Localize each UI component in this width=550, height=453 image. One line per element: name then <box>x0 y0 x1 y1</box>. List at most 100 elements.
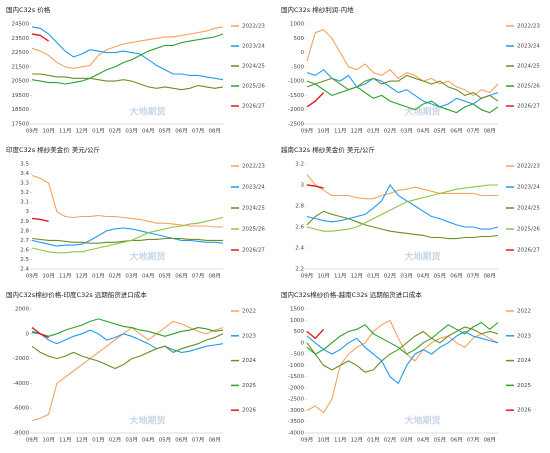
x-tick-label: 03月 <box>125 437 138 444</box>
x-tick-label: 09月 <box>301 273 314 280</box>
legend-label: 2024/25 <box>242 64 265 70</box>
x-tick-label: 06月 <box>450 128 463 135</box>
y-tick-label: -4000 <box>288 431 304 437</box>
y-tick-label: 20500 <box>12 79 30 85</box>
x-tick-label: 06月 <box>450 437 463 444</box>
x-tick-label: 12月 <box>351 273 364 280</box>
x-tick-label: 12月 <box>76 273 89 280</box>
legend-label: 2022/23 <box>517 24 540 30</box>
x-tick-label: 10月 <box>317 128 330 135</box>
x-tick-label: 03月 <box>125 273 138 280</box>
chart-title: 印度C32s 棉纱美金价 美元/公斤 <box>6 145 101 154</box>
y-tick-label: -1000 <box>288 79 304 85</box>
x-tick-label: 03月 <box>125 128 138 135</box>
x-tick-label: 01月 <box>367 273 380 280</box>
y-tick-label: 1000 <box>290 318 304 324</box>
y-tick-label: 22500 <box>12 50 30 56</box>
x-tick-label: 07月 <box>192 437 205 444</box>
series-line <box>306 74 499 102</box>
x-tick-label: 04月 <box>142 437 155 444</box>
legend-label: 2026 <box>517 408 531 414</box>
series-line <box>31 33 49 42</box>
x-tick-label: 11月 <box>334 273 347 280</box>
series-line <box>306 92 325 108</box>
y-tick-label: 0 <box>301 340 305 346</box>
watermark: 大地期货 <box>404 106 440 118</box>
watermark: 大地期货 <box>404 251 440 263</box>
series-line <box>31 318 224 337</box>
y-tick-label: 0 <box>26 331 30 337</box>
y-tick-label: 19500 <box>12 93 30 99</box>
series-line <box>31 216 224 254</box>
x-tick-label: 11月 <box>59 273 72 280</box>
legend-label: 2023/24 <box>242 44 265 50</box>
x-tick-label: 04月 <box>142 273 155 280</box>
x-tick-label: 06月 <box>175 128 188 135</box>
series-line <box>306 184 498 232</box>
x-tick-label: 09月 <box>301 437 314 444</box>
chart-title: 国内C32s 棉纱利润-内地 <box>281 5 354 14</box>
series-line <box>31 217 49 222</box>
y-tick-label: -3000 <box>288 408 304 414</box>
y-tick-label: -2500 <box>288 397 304 403</box>
x-tick-label: 05月 <box>159 437 172 444</box>
x-tick-label: 02月 <box>109 128 122 135</box>
watermark: 大地期货 <box>129 106 165 118</box>
x-tick-label: 10月 <box>42 273 55 280</box>
y-tick-label: -1000 <box>288 363 304 369</box>
x-tick-label: 07月 <box>192 128 205 135</box>
x-tick-label: 02月 <box>109 437 122 444</box>
y-tick-label: -6000 <box>13 406 29 412</box>
x-tick-label: 10月 <box>317 437 330 444</box>
y-tick-label: 500 <box>294 329 305 335</box>
legend-label: 2025/26 <box>242 227 265 233</box>
series-line <box>306 80 499 114</box>
legend-label: 2023 <box>242 333 256 339</box>
series-line <box>306 68 499 108</box>
y-tick-label: 21500 <box>12 64 30 70</box>
series-line <box>31 333 224 370</box>
legend-label: 2024/25 <box>517 64 540 70</box>
y-tick-label: 1500 <box>290 307 304 313</box>
y-tick-label: -2000 <box>13 356 29 362</box>
series-line <box>31 174 223 228</box>
y-tick-label: 2000 <box>15 307 29 313</box>
y-tick-label: -8000 <box>13 431 29 437</box>
y-tick-label: -1500 <box>288 374 304 380</box>
y-tick-label: 2.9 <box>20 219 29 225</box>
legend-label: 2025 <box>242 383 256 389</box>
legend-label: 2026 <box>242 408 256 414</box>
chart-title: 国内C32s棉纱价格-印度C32s 远期船货进口成本 <box>6 290 147 299</box>
series-line <box>31 26 224 69</box>
x-tick-label: 04月 <box>142 128 155 135</box>
y-tick-label: 500 <box>294 36 305 42</box>
x-tick-label: 07月 <box>467 128 480 135</box>
legend-label: 2025/26 <box>242 84 265 90</box>
x-tick-label: 02月 <box>109 273 122 280</box>
series-line <box>306 183 499 230</box>
y-tick-label: 2.8 <box>295 204 304 210</box>
x-tick-label: 12月 <box>351 437 364 444</box>
series-line <box>306 29 499 97</box>
legend-label: 2023/24 <box>517 44 540 50</box>
y-tick-label: 24500 <box>12 22 30 28</box>
legend-label: 2022 <box>242 309 256 315</box>
series-line <box>306 210 499 240</box>
x-tick-label: 09月 <box>26 128 39 135</box>
legend-label: 2025/26 <box>517 84 540 90</box>
y-tick-label: 23500 <box>12 36 30 42</box>
legend-label: 2024/25 <box>517 206 540 212</box>
series-line <box>31 320 224 422</box>
y-tick-label: -2000 <box>288 385 304 391</box>
legend-label: 2023 <box>517 333 531 339</box>
y-tick-label: -500 <box>292 352 305 358</box>
x-tick-label: 02月 <box>384 128 397 135</box>
x-tick-label: 11月 <box>59 128 72 135</box>
y-tick-label: 18500 <box>12 107 30 113</box>
x-tick-label: 03月 <box>400 128 413 135</box>
x-tick-label: 12月 <box>76 128 89 135</box>
legend-label: 2026/27 <box>517 248 540 254</box>
x-tick-label: 09月 <box>26 437 39 444</box>
x-tick-label: 05月 <box>434 128 447 135</box>
